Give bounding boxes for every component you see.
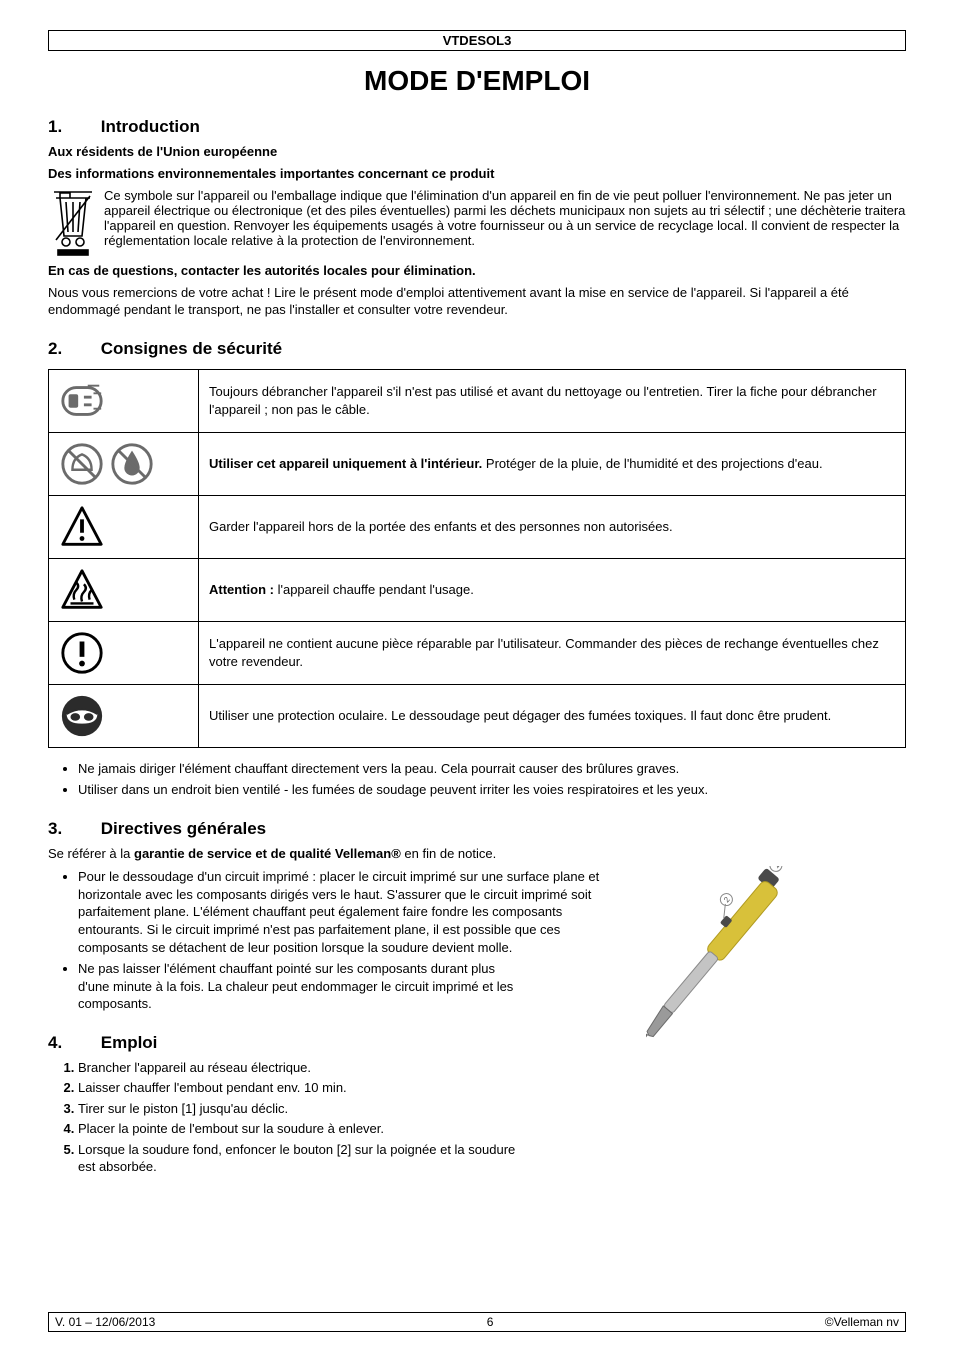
section-title: Introduction — [101, 117, 200, 136]
no-water-icon — [109, 441, 155, 487]
intro-sub3: En cas de questions, contacter les autor… — [48, 262, 906, 280]
icon-cell — [49, 684, 199, 747]
safety-text: Utiliser une protection oculaire. Le des… — [199, 684, 906, 747]
section-number: 2. — [48, 339, 96, 359]
section-intro-heading: 1. Introduction — [48, 117, 906, 137]
no-user-service-icon — [59, 630, 105, 676]
general-reference: Se référer à la garantie de service et d… — [48, 845, 906, 863]
section-title: Directives générales — [101, 819, 266, 838]
list-item: Lorsque la soudure fond, enfoncer le bou… — [78, 1141, 518, 1176]
table-row: Garder l'appareil hors de la portée des … — [49, 495, 906, 558]
intro-sub2: Des informations environnementales impor… — [48, 165, 906, 183]
eye-protection-icon — [59, 693, 105, 739]
safety-text: Toujours débrancher l'appareil s'il n'es… — [199, 369, 906, 432]
safety-rest: l'appareil chauffe pendant l'usage. — [274, 582, 474, 597]
ref-bold: garantie de service et de qualité Vellem… — [134, 846, 401, 861]
safety-text: Attention : l'appareil chauffe pendant l… — [199, 558, 906, 621]
safety-text: Utiliser cet appareil uniquement à l'int… — [199, 432, 906, 495]
intro-thanks: Nous vous remercions de votre achat ! Li… — [48, 284, 906, 319]
icon-cell — [49, 621, 199, 684]
unplug-icon — [59, 378, 105, 424]
header-product-code: VTDESOL3 — [48, 30, 906, 51]
section-general-heading: 3. Directives générales — [48, 819, 906, 839]
safety-bold: Attention : — [209, 582, 274, 597]
section-number: 3. — [48, 819, 96, 839]
intro-sub1: Aux résidents de l'Union européenne — [48, 143, 906, 161]
footer-copyright: ©Velleman nv — [825, 1315, 899, 1329]
table-row: Attention : l'appareil chauffe pendant l… — [49, 558, 906, 621]
icon-cell — [49, 432, 199, 495]
safety-bullets: Ne jamais diriger l'élément chauffant di… — [48, 760, 906, 799]
table-row: Toujours débrancher l'appareil s'il n'es… — [49, 369, 906, 432]
section-safety-heading: 2. Consignes de sécurité — [48, 339, 906, 359]
table-row: Utiliser cet appareil uniquement à l'int… — [49, 432, 906, 495]
safety-table: Toujours débrancher l'appareil s'il n'es… — [48, 369, 906, 748]
footer-page-number: 6 — [487, 1315, 494, 1329]
section-number: 1. — [48, 117, 96, 137]
safety-text: L'appareil ne contient aucune pièce répa… — [199, 621, 906, 684]
ref-suffix: en fin de notice. — [401, 846, 496, 861]
desoldering-pump-illustration: 1 2 — [646, 866, 906, 1126]
svg-text:2: 2 — [722, 895, 732, 905]
table-row: L'appareil ne contient aucune pièce répa… — [49, 621, 906, 684]
weee-block: Ce symbole sur l'appareil ou l'emballage… — [48, 188, 906, 258]
ref-prefix: Se référer à la — [48, 846, 134, 861]
table-row: Utiliser une protection oculaire. Le des… — [49, 684, 906, 747]
safety-text: Garder l'appareil hors de la portée des … — [199, 495, 906, 558]
weee-bin-icon — [48, 188, 98, 258]
icon-cell — [49, 495, 199, 558]
icon-cell — [49, 369, 199, 432]
hot-surface-icon — [59, 567, 105, 613]
list-item: Utiliser dans un endroit bien ventilé - … — [78, 781, 906, 799]
section-title: Emploi — [101, 1033, 158, 1052]
section-title: Consignes de sécurité — [101, 339, 282, 358]
list-item: Ne jamais diriger l'élément chauffant di… — [78, 760, 906, 778]
safety-rest: Protéger de la pluie, de l'humidité et d… — [482, 456, 822, 471]
list-item: Ne pas laisser l'élément chauffant point… — [78, 960, 518, 1013]
page-footer: V. 01 – 12/06/2013 6 ©Velleman nv — [48, 1312, 906, 1332]
footer-version: V. 01 – 12/06/2013 — [55, 1315, 155, 1329]
section-number: 4. — [48, 1033, 96, 1053]
indoor-only-icon — [59, 441, 105, 487]
icon-cell — [49, 558, 199, 621]
document-title: MODE D'EMPLOI — [48, 65, 906, 97]
safety-bold: Utiliser cet appareil uniquement à l'int… — [209, 456, 482, 471]
warning-triangle-icon — [59, 504, 105, 550]
weee-text: Ce symbole sur l'appareil ou l'emballage… — [104, 188, 906, 248]
page: VTDESOL3 MODE D'EMPLOI 1. Introduction A… — [0, 0, 954, 1350]
